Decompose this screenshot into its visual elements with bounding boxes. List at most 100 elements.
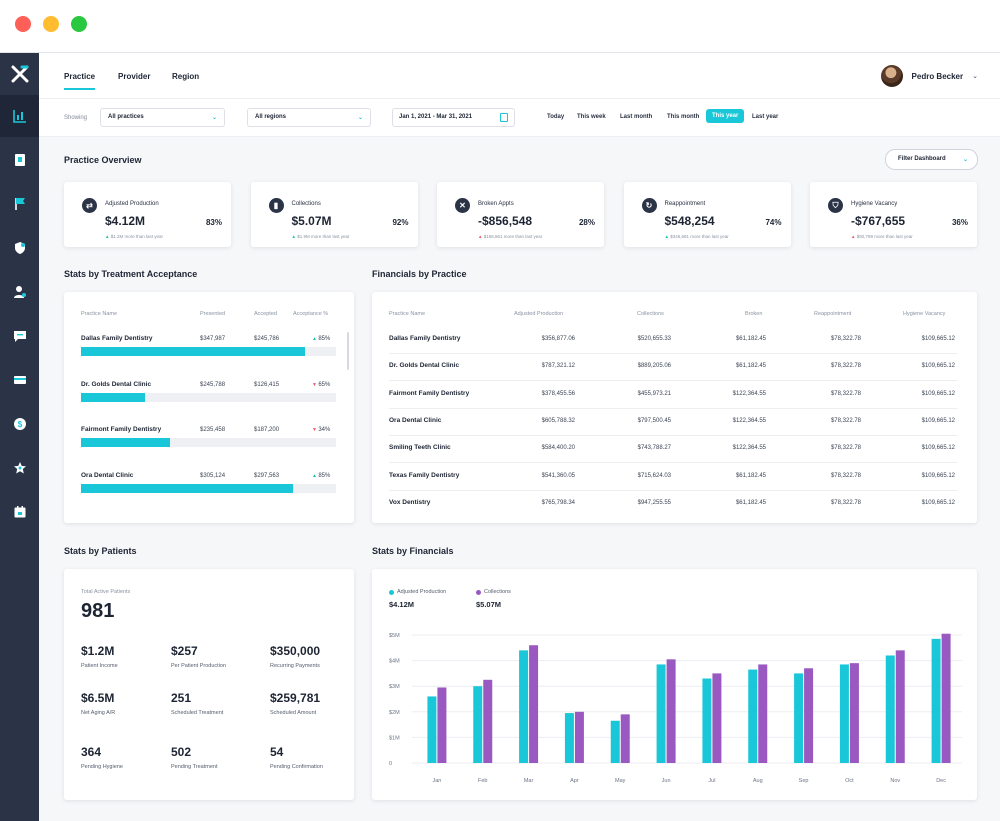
acceptance-percent: ▼ 65% (312, 382, 330, 388)
sidebar-item-calendar[interactable] (0, 491, 39, 533)
region-select[interactable]: All regions ⌄ (247, 108, 371, 127)
legend-swatch-adjusted-production (389, 590, 394, 595)
patient-stat-label: Per Patient Production (171, 663, 227, 669)
row-divider (389, 489, 957, 491)
kpi-card[interactable]: ↻ Reappointment $548,254 74% ▲ $346,681 more… (623, 182, 791, 247)
bar-collections[interactable] (758, 664, 768, 763)
bar-collections[interactable] (804, 668, 814, 763)
acceptance-percent-value: 85% (318, 336, 331, 342)
row-divider (389, 407, 957, 409)
sidebar-item-security[interactable] (0, 227, 39, 269)
bar-adjusted-production[interactable] (656, 664, 666, 763)
period-last-year[interactable]: Last year (752, 114, 779, 120)
patient-stat-value: $257 (171, 644, 198, 658)
bar-collections[interactable] (849, 663, 859, 763)
kpi-note: ▲ $92,789 more than last year (851, 234, 913, 239)
chevron-down-icon: ⌄ (962, 157, 968, 163)
bar-adjusted-production[interactable] (564, 713, 574, 763)
kpi-card[interactable]: ▮ Collections $5.07M 92% ▲ $1.9M more than l… (250, 182, 418, 247)
kpi-note-text: $92,789 more than last year (856, 234, 913, 239)
shield-icon (14, 242, 25, 254)
bar-adjusted-production[interactable] (885, 655, 895, 763)
table-cell: $356,877.06 (541, 336, 575, 342)
bar-adjusted-production[interactable] (839, 664, 849, 763)
tab-provider[interactable]: Provider (118, 72, 151, 81)
accepted-value: $245,786 (254, 336, 280, 342)
x-tick-label: Feb (478, 778, 487, 784)
user-name: Pedro Becker (911, 71, 964, 81)
sidebar-item-messages[interactable] (0, 315, 39, 357)
bar-collections[interactable] (529, 645, 539, 763)
sidebar-item-billing[interactable] (0, 139, 39, 181)
bar-collections[interactable] (437, 687, 447, 763)
scrollbar[interactable] (347, 332, 349, 370)
bar-adjusted-production[interactable] (794, 673, 804, 763)
legend-label: Collections (484, 589, 511, 595)
accepted-value: $297,563 (254, 472, 280, 479)
app-logo-icon[interactable] (0, 53, 39, 95)
kpi-card[interactable]: ⛉ Hygiene Vacancy -$767,655 36% ▲ $92,789 mo… (810, 182, 977, 247)
bar-collections[interactable] (666, 659, 676, 763)
practice-select[interactable]: All practices ⌄ (100, 108, 225, 127)
bar-collections[interactable] (712, 673, 722, 763)
legend-value: $5.07M (476, 600, 502, 609)
bar-chart: 0 $1M $2M $3M $4M $5M Jan Feb Mar Apr May Jun Jul Aug… (389, 633, 962, 784)
kpi-label: Adjusted Production (105, 201, 159, 207)
legend-label: Adjusted Production (397, 589, 447, 595)
kpi-card[interactable]: ⇄ Adjusted Production $4.12M 83% ▲ $1.2M mor… (64, 182, 231, 247)
sidebar-item-dashboard[interactable] (0, 95, 39, 137)
bar-adjusted-production[interactable] (702, 678, 712, 763)
period-this-year[interactable]: This year (706, 109, 745, 123)
sidebar-item-goals[interactable] (0, 183, 39, 225)
sidebar-item-finance[interactable]: $ (0, 403, 39, 445)
table-cell: $797,500.45 (637, 417, 671, 424)
column-header: Practice Name (81, 311, 118, 317)
practice-name: Smiling Teeth Clinic (389, 444, 451, 452)
bar-adjusted-production[interactable] (519, 650, 529, 763)
bar-collections[interactable] (574, 711, 584, 763)
sidebar: $ (0, 53, 39, 821)
filter-dashboard-button[interactable]: Filter Dashboard ⌄ (885, 149, 978, 170)
sidebar-item-reviews[interactable] (0, 447, 39, 489)
bar-adjusted-production[interactable] (427, 696, 437, 763)
table-cell: $61,182.45 (735, 336, 766, 342)
bar-collections[interactable] (941, 633, 951, 763)
y-tick-label: $1M (389, 735, 400, 741)
bar-collections[interactable] (483, 679, 493, 763)
row-divider (389, 380, 957, 382)
close-window-button[interactable] (15, 16, 31, 32)
user-menu[interactable]: Pedro Becker ⌄ (880, 64, 978, 88)
acceptance-bar-fill (81, 347, 306, 356)
row-divider (389, 434, 957, 436)
patient-stat-label: Net Aging A/R (81, 710, 116, 716)
bar-adjusted-production[interactable] (610, 720, 620, 763)
trend-up-icon: ▲ (312, 336, 319, 342)
legend-swatch-collections (476, 590, 481, 595)
bar-adjusted-production[interactable] (473, 686, 483, 763)
bar-adjusted-production[interactable] (748, 669, 758, 763)
minimize-window-button[interactable] (43, 16, 59, 32)
date-range-picker[interactable]: Jan 1, 2021 - Mar 31, 2021 (392, 108, 515, 127)
tab-practice[interactable]: Practice (64, 72, 96, 90)
kpi-card[interactable]: ✕ Broken Appts -$856,548 28% ▲ $158,861 more… (437, 182, 604, 247)
sidebar-item-patients[interactable] (0, 271, 39, 313)
column-header: Adjusted Production (514, 311, 564, 317)
maximize-window-button[interactable] (71, 16, 87, 32)
period-this-month[interactable]: This month (667, 114, 700, 120)
table-cell: $109,665.12 (921, 390, 955, 397)
bar-collections[interactable] (620, 714, 630, 763)
presented-value: $245,788 (200, 381, 226, 388)
kpi-value: $548,254 (664, 214, 715, 228)
table-cell: $520,655.33 (637, 336, 671, 342)
table-cell: $541,360.05 (541, 472, 575, 479)
period-last-month[interactable]: Last month (620, 114, 653, 120)
sidebar-item-payments[interactable] (0, 359, 39, 401)
bar-collections[interactable] (895, 650, 905, 763)
period-this-week[interactable]: This week (577, 114, 606, 120)
x-tick-label: Apr (570, 778, 579, 784)
bar-adjusted-production[interactable] (931, 638, 941, 763)
tab-region[interactable]: Region (172, 72, 200, 81)
period-today[interactable]: Today (547, 114, 565, 120)
patient-stat-label: Pending Treatment (171, 764, 218, 770)
column-header: Accepted (254, 311, 277, 317)
